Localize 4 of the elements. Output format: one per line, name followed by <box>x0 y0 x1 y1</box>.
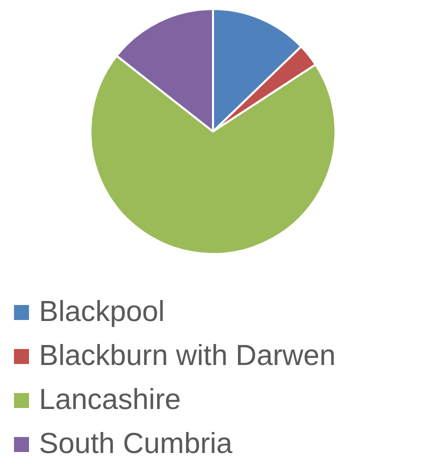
legend-label: Blackpool <box>39 295 165 330</box>
legend-label: Blackburn with Darwen <box>39 339 336 374</box>
legend-label: South Cumbria <box>39 427 232 460</box>
legend-label: Lancashire <box>39 383 181 418</box>
